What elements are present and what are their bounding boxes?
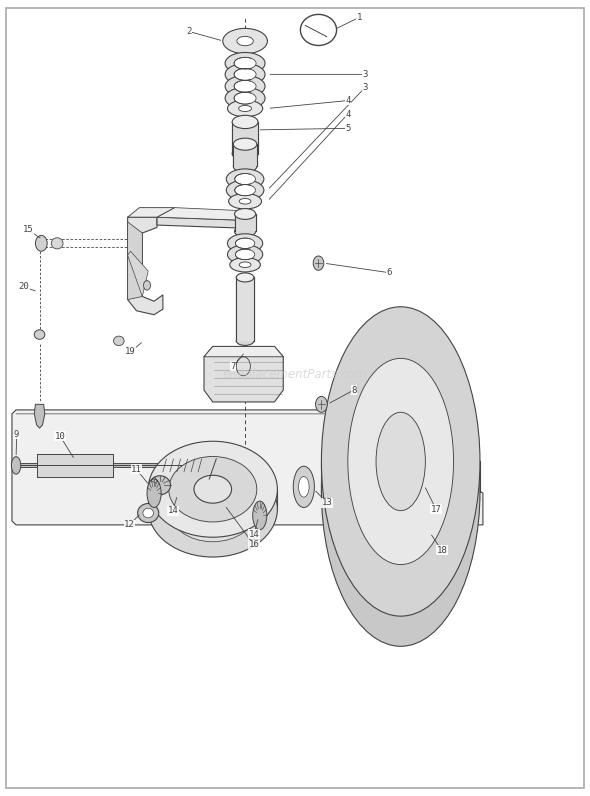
- Ellipse shape: [232, 147, 258, 160]
- Ellipse shape: [322, 337, 480, 646]
- Ellipse shape: [225, 88, 265, 109]
- Ellipse shape: [322, 306, 480, 616]
- Ellipse shape: [376, 412, 425, 511]
- Ellipse shape: [234, 92, 256, 104]
- Ellipse shape: [237, 37, 253, 45]
- Text: 3: 3: [363, 83, 368, 92]
- Ellipse shape: [234, 209, 255, 220]
- Polygon shape: [127, 252, 148, 296]
- Text: 14: 14: [248, 530, 259, 539]
- Ellipse shape: [148, 441, 277, 537]
- Ellipse shape: [194, 475, 232, 503]
- Text: eReplacementParts.com: eReplacementParts.com: [223, 368, 367, 380]
- Ellipse shape: [223, 29, 267, 53]
- Ellipse shape: [234, 80, 256, 92]
- Text: 19: 19: [125, 348, 136, 357]
- Polygon shape: [236, 278, 254, 341]
- Text: 7: 7: [231, 361, 236, 371]
- Circle shape: [313, 256, 324, 271]
- Polygon shape: [232, 122, 258, 154]
- Bar: [37, 454, 113, 478]
- Ellipse shape: [239, 262, 251, 267]
- Text: 13: 13: [322, 498, 333, 507]
- Text: 15: 15: [22, 225, 33, 234]
- Ellipse shape: [235, 249, 255, 259]
- Text: 6: 6: [386, 268, 392, 277]
- Ellipse shape: [239, 198, 251, 204]
- Text: 11: 11: [131, 465, 142, 474]
- Ellipse shape: [299, 477, 309, 498]
- Ellipse shape: [230, 258, 260, 272]
- Ellipse shape: [235, 238, 255, 248]
- Polygon shape: [157, 217, 245, 228]
- Ellipse shape: [169, 456, 257, 522]
- Text: 16: 16: [248, 540, 259, 549]
- Ellipse shape: [143, 509, 153, 517]
- Ellipse shape: [232, 115, 258, 129]
- Polygon shape: [127, 217, 163, 314]
- Text: 9: 9: [14, 430, 19, 439]
- Text: 18: 18: [437, 546, 447, 555]
- Polygon shape: [127, 222, 142, 299]
- Ellipse shape: [348, 358, 454, 564]
- Ellipse shape: [233, 160, 257, 173]
- Ellipse shape: [235, 185, 255, 196]
- Polygon shape: [127, 208, 175, 217]
- Ellipse shape: [236, 273, 254, 282]
- Ellipse shape: [234, 226, 255, 237]
- Polygon shape: [204, 346, 283, 357]
- Polygon shape: [204, 346, 283, 402]
- Text: 20: 20: [18, 283, 29, 291]
- Ellipse shape: [229, 193, 261, 209]
- Text: 5: 5: [345, 124, 350, 133]
- Ellipse shape: [228, 234, 263, 253]
- Ellipse shape: [34, 330, 45, 339]
- Text: 2: 2: [186, 27, 192, 36]
- Text: 1: 1: [357, 13, 362, 21]
- Ellipse shape: [148, 461, 277, 557]
- Ellipse shape: [234, 68, 256, 80]
- Ellipse shape: [137, 504, 159, 522]
- Ellipse shape: [169, 476, 257, 542]
- Ellipse shape: [228, 100, 263, 117]
- Polygon shape: [12, 410, 483, 525]
- Text: 12: 12: [124, 521, 135, 529]
- Polygon shape: [34, 404, 45, 428]
- Ellipse shape: [225, 76, 265, 97]
- Ellipse shape: [348, 388, 454, 595]
- Ellipse shape: [113, 336, 124, 345]
- Circle shape: [35, 236, 47, 252]
- Ellipse shape: [225, 53, 265, 74]
- Ellipse shape: [11, 457, 21, 474]
- Ellipse shape: [149, 476, 171, 495]
- Text: 3: 3: [363, 70, 368, 79]
- Ellipse shape: [227, 169, 264, 189]
- Ellipse shape: [235, 174, 255, 185]
- Circle shape: [316, 396, 327, 412]
- Ellipse shape: [233, 139, 257, 150]
- Ellipse shape: [236, 337, 254, 345]
- Text: 4: 4: [345, 96, 350, 105]
- Ellipse shape: [225, 64, 265, 85]
- Ellipse shape: [147, 479, 161, 508]
- Ellipse shape: [238, 105, 251, 111]
- Polygon shape: [157, 208, 245, 220]
- Ellipse shape: [227, 180, 264, 201]
- Text: 10: 10: [55, 431, 65, 440]
- Polygon shape: [233, 144, 257, 166]
- Ellipse shape: [234, 57, 256, 69]
- Text: 17: 17: [431, 505, 441, 513]
- Polygon shape: [234, 214, 255, 232]
- Ellipse shape: [228, 245, 263, 264]
- Text: 14: 14: [168, 506, 178, 515]
- Circle shape: [143, 281, 150, 290]
- Ellipse shape: [293, 466, 314, 508]
- Ellipse shape: [253, 501, 267, 529]
- Ellipse shape: [51, 238, 63, 249]
- Text: 8: 8: [351, 385, 356, 395]
- Text: 4: 4: [345, 110, 350, 119]
